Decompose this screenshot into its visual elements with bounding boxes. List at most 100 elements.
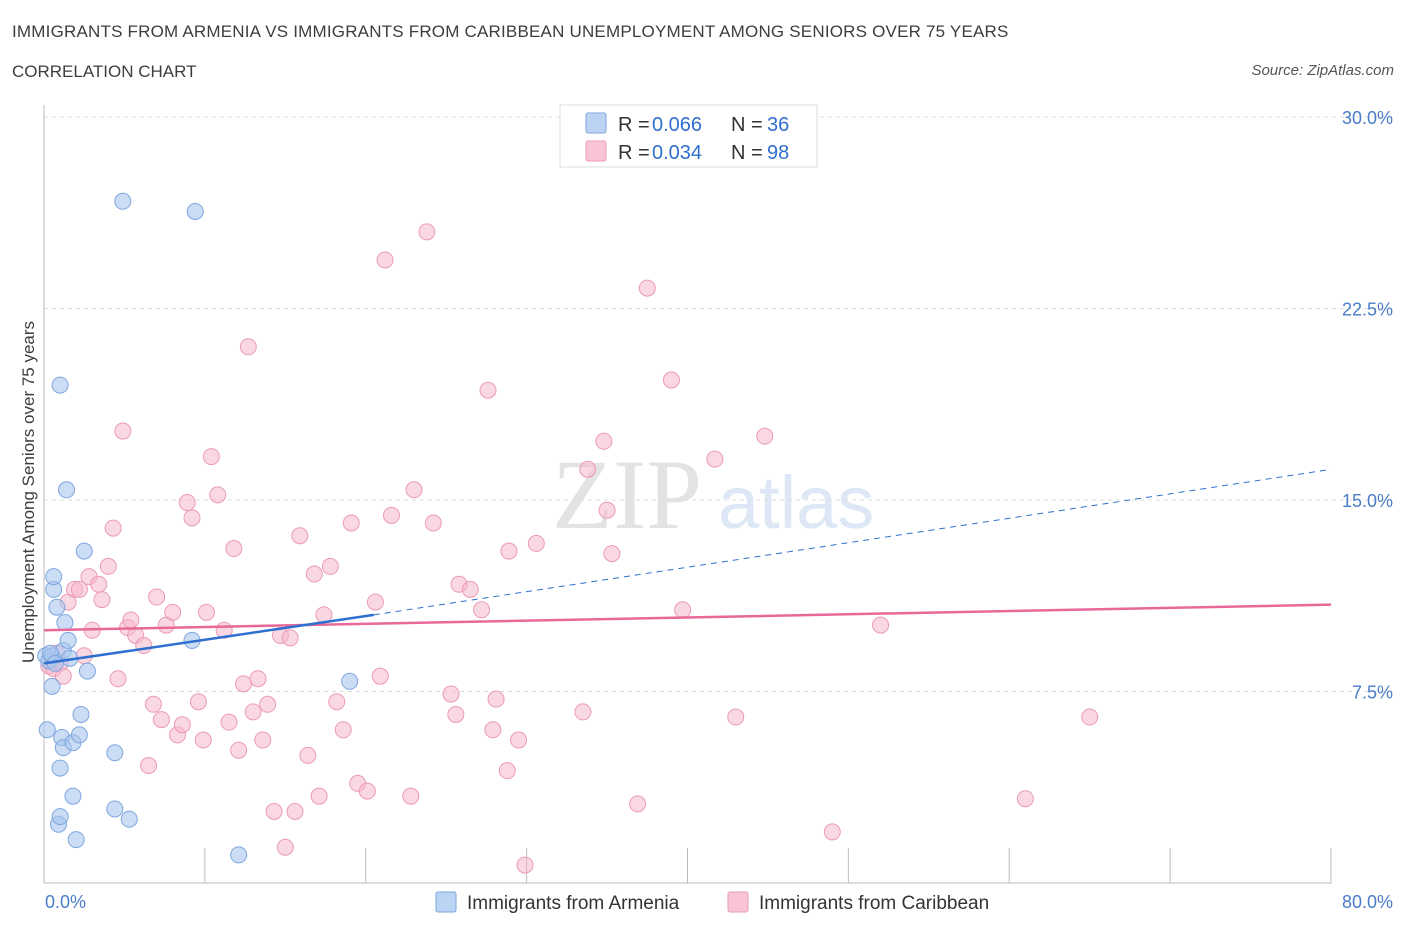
- bottom-legend-label-caribbean: Immigrants from Caribbean: [759, 893, 989, 914]
- armenia-point: [120, 810, 138, 828]
- caribbean-point: [405, 481, 423, 499]
- caribbean-point: [447, 705, 465, 723]
- caribbean-point: [358, 782, 376, 800]
- caribbean-point: [209, 486, 227, 504]
- caribbean-point: [1081, 708, 1099, 726]
- legend-r-value-caribbean: 0.034: [652, 142, 702, 164]
- caribbean-point: [254, 731, 272, 749]
- bottom-legend-swatch-caribbean: [727, 891, 749, 913]
- caribbean-point: [334, 721, 352, 739]
- caribbean-point: [402, 787, 420, 805]
- caribbean-point: [629, 795, 647, 813]
- caribbean-point: [234, 675, 252, 693]
- watermark-zip: ZIP: [552, 439, 702, 550]
- caribbean-point: [527, 534, 545, 552]
- caribbean-point: [152, 711, 170, 729]
- caribbean-point: [595, 432, 613, 450]
- armenia-point: [230, 846, 248, 864]
- legend-n-value-armenia: 36: [767, 114, 789, 136]
- chart-subtitle: CORRELATION CHART: [12, 62, 197, 81]
- caribbean-point: [376, 251, 394, 269]
- caribbean-point: [598, 501, 616, 519]
- x-ticks: [43, 848, 1332, 883]
- armenia-point: [64, 787, 82, 805]
- armenia-point: [78, 662, 96, 680]
- bottom-legend: Immigrants from Armenia Immigrants from …: [435, 891, 989, 914]
- y-tick-label-0: 7.5%: [1352, 683, 1393, 703]
- caribbean-trend-line: [43, 603, 1332, 632]
- armenia-point: [67, 831, 85, 849]
- trend-lines: [43, 468, 1332, 665]
- caribbean-point: [342, 514, 360, 532]
- caribbean-point: [461, 580, 479, 598]
- legend: R = 0.066 N = 36 R = 0.034 N = 98: [559, 104, 818, 168]
- caribbean-point: [259, 695, 277, 713]
- armenia-point: [106, 744, 124, 762]
- bottom-legend-label-armenia: Immigrants from Armenia: [467, 893, 680, 914]
- caribbean-point: [109, 670, 127, 688]
- caribbean-point: [281, 629, 299, 647]
- caribbean-point: [638, 279, 656, 297]
- armenia-point: [106, 800, 124, 818]
- caribbean-point: [144, 695, 162, 713]
- caribbean-point: [310, 787, 328, 805]
- caribbean-point: [90, 575, 108, 593]
- caribbean-point: [286, 803, 304, 821]
- caribbean-point: [424, 514, 442, 532]
- caribbean-point: [202, 448, 220, 466]
- armenia-point: [70, 726, 88, 744]
- y-axis-label: Unemployment Among Seniors over 75 years: [19, 321, 38, 663]
- armenia-point: [51, 808, 69, 826]
- y-tick-label-2: 22.5%: [1342, 300, 1393, 320]
- caribbean-point: [366, 593, 384, 611]
- caribbean-point: [442, 685, 460, 703]
- armenia-point: [186, 202, 204, 220]
- caribbean-point: [574, 703, 592, 721]
- caribbean-point: [299, 746, 317, 764]
- legend-r-label-caribbean: R =: [618, 142, 650, 164]
- caribbean-point: [579, 460, 597, 478]
- caribbean-point: [93, 591, 111, 609]
- caribbean-point: [178, 494, 196, 512]
- bottom-legend-swatch-armenia: [435, 891, 457, 913]
- caribbean-point: [510, 731, 528, 749]
- source-credit: Source: ZipAtlas.com: [1251, 62, 1394, 79]
- caribbean-point: [104, 519, 122, 537]
- caribbean-point: [249, 670, 267, 688]
- series-caribbean-points: [40, 223, 1099, 874]
- armenia-point: [58, 481, 76, 499]
- caribbean-point: [328, 693, 346, 711]
- caribbean-point: [321, 557, 339, 575]
- legend-r-value-armenia: 0.066: [652, 114, 702, 136]
- armenia-point: [51, 376, 69, 394]
- caribbean-point: [99, 557, 117, 575]
- caribbean-point: [382, 506, 400, 524]
- armenia-point: [341, 672, 359, 690]
- caribbean-point: [140, 757, 158, 775]
- armenia-point: [114, 192, 132, 210]
- armenia-point: [45, 568, 63, 586]
- caribbean-point: [276, 838, 294, 856]
- caribbean-point: [225, 540, 243, 558]
- caribbean-point: [484, 721, 502, 739]
- y-tick-label-3: 30.0%: [1342, 108, 1393, 128]
- caribbean-point: [230, 741, 248, 759]
- caribbean-point: [479, 381, 497, 399]
- caribbean-point: [70, 580, 88, 598]
- caribbean-point: [164, 603, 182, 621]
- caribbean-point: [662, 371, 680, 389]
- caribbean-point: [418, 223, 436, 241]
- caribbean-point: [305, 565, 323, 583]
- caribbean-point: [148, 588, 166, 606]
- caribbean-point: [220, 713, 238, 731]
- armenia-point: [56, 614, 74, 632]
- caribbean-point: [197, 603, 215, 621]
- armenia-point: [72, 705, 90, 723]
- caribbean-point: [473, 601, 491, 619]
- x-tick-label-max: 80.0%: [1342, 892, 1393, 912]
- caribbean-point: [291, 527, 309, 545]
- caribbean-point: [727, 708, 745, 726]
- legend-swatch-armenia: [585, 112, 607, 134]
- caribbean-point: [706, 450, 724, 468]
